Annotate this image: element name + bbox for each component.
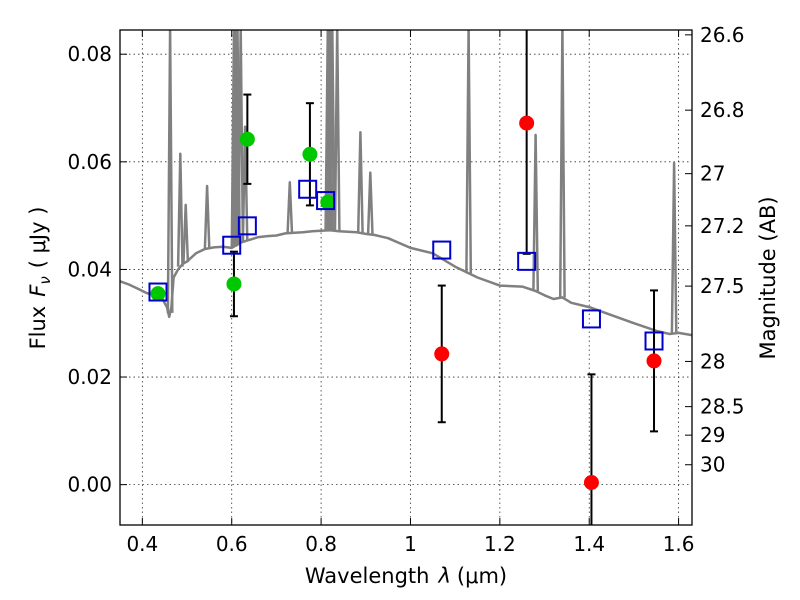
emission-line — [241, 125, 249, 242]
y-tick-label: 0.00 — [67, 473, 112, 497]
right-tick-label: 30 — [700, 453, 725, 477]
right-tick-label: 29 — [700, 423, 725, 447]
detection-point — [226, 276, 242, 292]
model-photometry-square — [298, 179, 318, 199]
emission-line — [237, 30, 245, 243]
emission-line — [670, 161, 678, 334]
emission-line — [333, 30, 341, 232]
model-photometry-square — [222, 235, 242, 255]
emission-line — [166, 30, 174, 313]
model-photometry-square — [237, 216, 257, 236]
detection-point — [239, 131, 255, 147]
non-detection-point — [583, 474, 599, 490]
detection-point — [302, 146, 318, 162]
plot-background — [120, 30, 692, 525]
x-tick-label: 1.6 — [663, 532, 695, 556]
model-photometry-square — [644, 331, 664, 351]
right-tick-label: 26.6 — [700, 23, 745, 47]
emission-line — [532, 133, 540, 292]
non-detection-point — [434, 346, 450, 362]
y-tick-label: 0.06 — [67, 150, 112, 174]
right-tick-label: 27.2 — [700, 214, 745, 238]
x-axis-title: Wavelength λ (μm) — [305, 564, 507, 588]
data-layer — [120, 30, 692, 525]
non-detection-point — [646, 353, 662, 369]
model-photometry-square — [517, 251, 537, 271]
y-axis-title: FluxFν( μJy ) — [26, 207, 54, 350]
axes: 0.4 0.6 0.8 1 1.2 1.4 1.6 0.00 0.02 0.04 0.06 0.08 2… — [67, 23, 744, 556]
emission-line — [558, 30, 566, 298]
x-tick-label: 0.4 — [126, 532, 158, 556]
emission-line — [465, 30, 473, 274]
detection-point — [320, 194, 336, 210]
model-photometry-square — [432, 240, 452, 260]
x-tick-label: 0.6 — [216, 532, 248, 556]
right-tick-label: 28.5 — [700, 395, 745, 419]
right-tick-label: 27 — [700, 162, 725, 186]
emission-line — [203, 184, 211, 249]
y-tick-label: 0.08 — [67, 42, 112, 66]
emission-line — [356, 130, 364, 233]
detection-point — [150, 286, 166, 302]
x-tick-label: 1.2 — [484, 532, 516, 556]
x-tick-label: 1 — [404, 532, 417, 556]
model-photometry-square — [581, 309, 601, 329]
emission-line — [286, 181, 294, 234]
right-tick-label: 27.5 — [700, 274, 745, 298]
model-photometry-square — [148, 282, 168, 302]
y-tick-label: 0.02 — [67, 365, 112, 389]
emission-line — [328, 30, 336, 231]
right-tick-label: 28 — [700, 349, 725, 373]
model-photometry-square — [316, 191, 336, 211]
right-tick-label: 26.8 — [700, 98, 745, 122]
non-detection-point — [519, 115, 535, 131]
emission-line — [176, 152, 184, 267]
x-tick-label: 1.4 — [573, 532, 605, 556]
emission-line — [366, 171, 374, 235]
emission-line — [182, 203, 190, 263]
right-axis-title: Magnitude (AB) — [756, 196, 780, 359]
y-tick-label: 0.04 — [67, 257, 112, 281]
plot-frame — [119, 29, 693, 526]
x-tick-label: 0.8 — [305, 532, 337, 556]
